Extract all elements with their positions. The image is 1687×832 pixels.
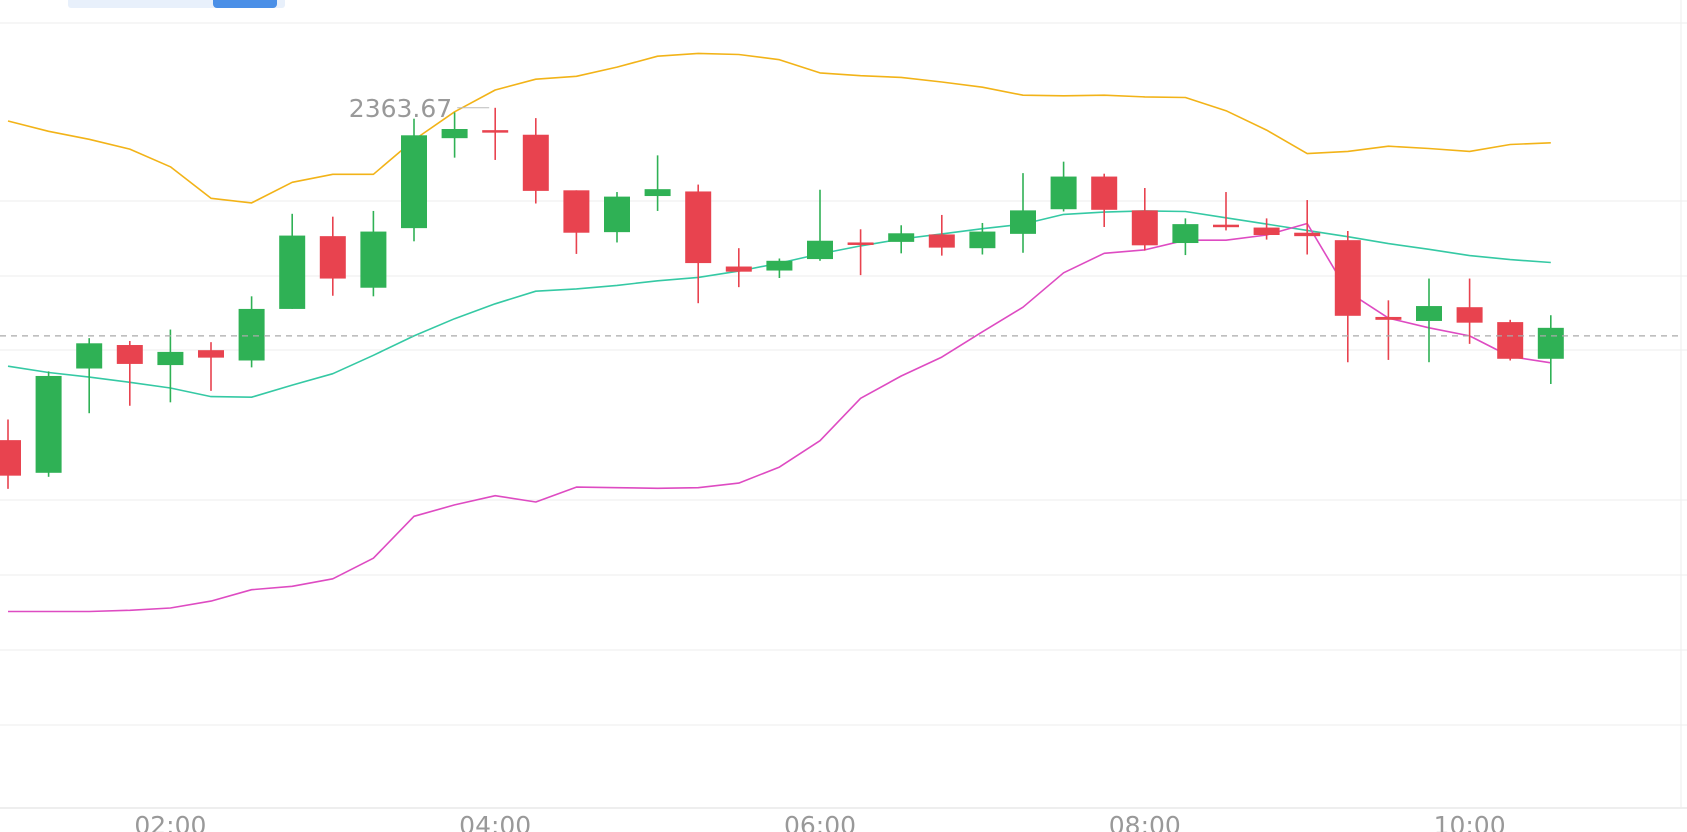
x-tick-label: 06:00: [784, 811, 856, 832]
zoom-range-track[interactable]: [68, 0, 285, 8]
x-tick-label: 04:00: [459, 811, 531, 832]
candle-body: [401, 135, 427, 229]
candle-10: [401, 118, 427, 242]
candle-18: [725, 248, 752, 288]
grid-lines: [0, 0, 1687, 809]
candle-body: [1497, 322, 1524, 359]
candle-24: [969, 222, 996, 255]
candle-14: [563, 190, 590, 254]
candle-body: [157, 351, 184, 366]
candle-body: [1456, 307, 1483, 323]
candle-body: [1253, 227, 1280, 236]
candle-38: [1537, 315, 1564, 384]
candle-23: [928, 214, 955, 256]
candle-body: [807, 240, 833, 260]
candle-17: [685, 184, 712, 304]
candle-13: [522, 118, 549, 204]
candle-31: [1253, 218, 1280, 240]
candle-body: [1537, 327, 1564, 359]
candle-body: [35, 375, 62, 473]
candle-16: [644, 155, 671, 211]
candle-22: [888, 225, 915, 254]
candle-12: [482, 107, 509, 160]
candle-body: [1416, 306, 1442, 321]
candle-body: [238, 308, 265, 361]
candle-29: [1172, 218, 1199, 256]
candle-15: [604, 192, 630, 243]
candle-body: [766, 260, 793, 271]
candle-36: [1456, 278, 1483, 344]
candle-6: [238, 296, 265, 368]
candle-body: [522, 134, 549, 191]
candle-body: [604, 196, 630, 233]
chart-overlay: 2363.67: [0, 94, 1680, 337]
candle-35: [1416, 278, 1442, 363]
candle-body: [0, 440, 21, 476]
candle-11: [441, 112, 468, 158]
candle-body: [1213, 224, 1239, 228]
candle-body: [116, 345, 143, 364]
candle-body: [563, 190, 590, 233]
zoom-range-thumb[interactable]: [213, 0, 277, 8]
candle-body: [644, 189, 671, 197]
candle-body: [1091, 176, 1118, 210]
candle-body: [360, 231, 387, 288]
candle-8: [319, 216, 346, 296]
x-axis: 02:00 04:00 06:00 08:00 10:00: [134, 811, 1505, 832]
candle-body: [441, 129, 468, 139]
candle-body: [969, 231, 996, 249]
candle-body: [725, 266, 752, 272]
candle-body: [198, 350, 224, 358]
candle-1: [35, 371, 62, 477]
candle-body: [928, 234, 955, 248]
candle-0: [0, 419, 21, 489]
candle-9: [360, 210, 387, 297]
candle-28: [1131, 188, 1158, 251]
candle-body: [1131, 210, 1158, 246]
candle-32: [1294, 200, 1321, 255]
candle-26: [1050, 161, 1077, 212]
candle-body: [1294, 232, 1321, 237]
candle-body: [482, 130, 509, 133]
candle-21: [847, 229, 874, 276]
candles: [0, 107, 1564, 489]
candle-body: [1050, 176, 1077, 210]
candle-3: [116, 341, 143, 406]
max-price-label: 2363.67: [349, 94, 452, 123]
candle-33: [1334, 230, 1361, 363]
candle-body: [76, 343, 103, 369]
candle-27: [1091, 173, 1118, 227]
candle-body: [1375, 316, 1402, 320]
candle-19: [766, 258, 793, 278]
candle-body: [279, 235, 306, 309]
candle-body: [685, 191, 712, 264]
candle-2: [76, 338, 103, 414]
candle-37: [1497, 319, 1524, 361]
candle-body: [847, 242, 874, 245]
middle-band-line: [7, 210, 1551, 399]
lower-band-line: [8, 222, 1551, 613]
candle-body: [1334, 240, 1361, 316]
candle-25: [1010, 173, 1036, 253]
candle-body: [319, 236, 346, 279]
candle-body: [1172, 224, 1199, 244]
x-tick-label: 02:00: [134, 811, 206, 832]
candle-20: [807, 189, 833, 261]
candle-body: [1010, 210, 1036, 234]
candle-body: [888, 233, 915, 242]
candle-7: [279, 213, 306, 309]
x-tick-label: 08:00: [1109, 811, 1181, 832]
candle-34: [1375, 300, 1402, 360]
candle-4: [157, 329, 184, 403]
candle-5: [198, 342, 224, 391]
x-tick-label: 10:00: [1434, 811, 1506, 832]
upper-band-line: [7, 52, 1551, 204]
candle-30: [1213, 192, 1239, 231]
